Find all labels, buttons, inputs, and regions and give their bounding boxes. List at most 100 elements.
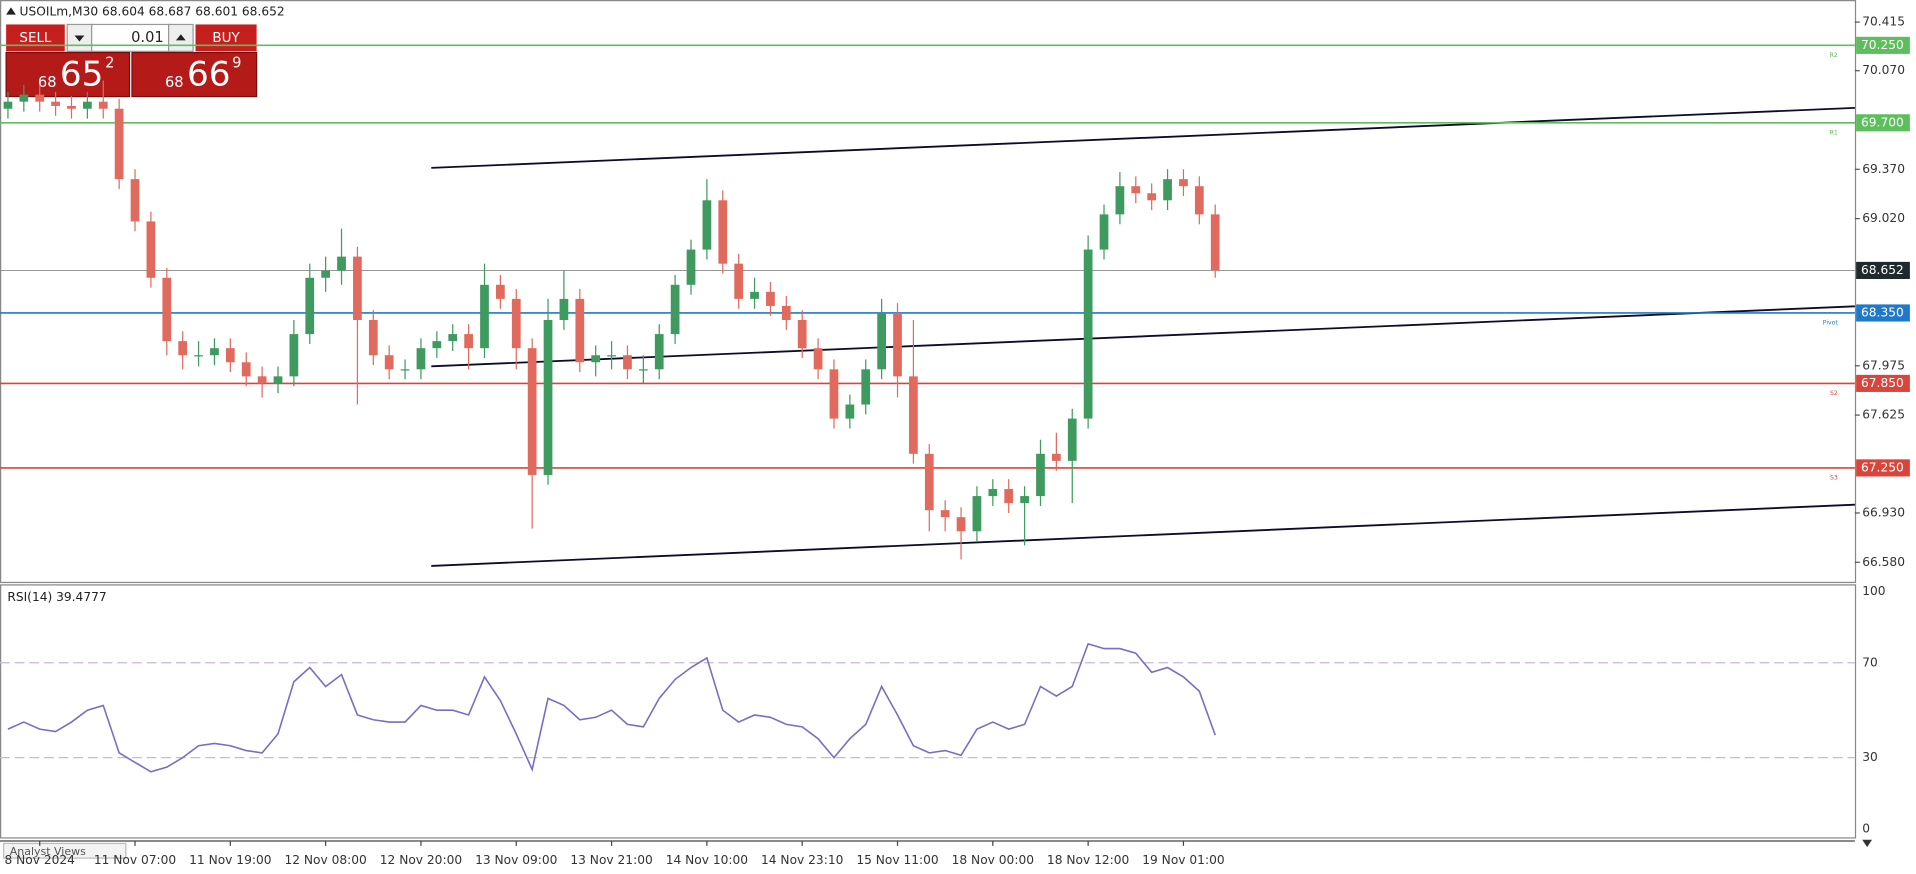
candle-body [1131, 186, 1141, 194]
sell-price-small: 68 [38, 74, 57, 91]
candle-body [146, 221, 156, 278]
candle-body [480, 284, 489, 349]
candle-body [527, 348, 537, 475]
y-tick-label: 100 [1862, 584, 1885, 598]
candle-body [19, 94, 29, 102]
candle-body [130, 179, 140, 222]
x-tick-label: 14 Nov 10:00 [666, 853, 748, 867]
buy-price-box[interactable] [131, 51, 258, 98]
candle-body [877, 312, 886, 370]
sell-price-box[interactable] [5, 51, 131, 98]
candle-body [1036, 453, 1045, 497]
x-tick-label: 11 Nov 07:00 [94, 853, 176, 867]
price-tag-label: 67.250 [1861, 460, 1904, 474]
candle-body [67, 105, 76, 109]
candle-body [305, 277, 315, 335]
candle-body [559, 298, 569, 321]
candle-body [1147, 193, 1157, 201]
footer-tab[interactable] [3, 842, 127, 859]
candle-body [114, 108, 124, 180]
price-tag [1856, 36, 1910, 54]
price-tag [1856, 459, 1910, 477]
panel-menu[interactable] [1862, 839, 1873, 848]
footer-tab-label: Analyst Views [10, 845, 86, 858]
x-tick-label: 13 Nov 09:00 [475, 853, 557, 867]
one-click-panel: SELL 0.01 BUY 68 65 2 68 66 9 [5, 23, 258, 98]
candle-body [1210, 214, 1220, 271]
candle-body [432, 341, 442, 349]
y-tick-label: 67.625 [1862, 408, 1905, 422]
candle-body [321, 270, 331, 278]
price-tag [1856, 374, 1910, 392]
candle-body [416, 348, 426, 370]
y-tick-label: 70.070 [1862, 63, 1905, 77]
candle-body [909, 376, 918, 454]
sell-price-sup: 2 [105, 55, 114, 72]
collapse-icon[interactable] [6, 7, 16, 15]
candle-body [1004, 489, 1014, 504]
candle-body [543, 320, 553, 475]
candle-body [368, 320, 378, 356]
buy-price-main: 66 [187, 54, 231, 94]
rsi-panel [0, 584, 1857, 839]
price-tag [1856, 114, 1910, 132]
volume-up[interactable] [168, 23, 194, 52]
x-tick-label: 18 Nov 00:00 [952, 853, 1034, 867]
candle-body [1179, 179, 1188, 187]
volume-value: 0.01 [131, 29, 164, 46]
candle-body [670, 284, 680, 335]
candle-body [1194, 186, 1204, 215]
x-tick-label: 12 Nov 08:00 [284, 853, 366, 867]
symbol-info: USOILm,M30 68.604 68.687 68.601 68.652 [20, 5, 285, 19]
x-tick-label: 14 Nov 23:10 [761, 853, 843, 867]
main-panel [0, 0, 1857, 584]
x-tick-label: 19 Nov 01:00 [1142, 853, 1224, 867]
sell-button[interactable] [6, 24, 65, 52]
candle-body [448, 334, 458, 342]
y-tick-label: 70.415 [1862, 15, 1905, 29]
candle-body [35, 94, 45, 102]
candle-body [575, 298, 585, 363]
candle-body [511, 298, 521, 349]
x-tick-label: 8 Nov 2024 [4, 853, 75, 867]
trendline [431, 503, 1855, 567]
candle-body [384, 355, 394, 370]
candle-body [654, 334, 664, 370]
level-name: R1 [1830, 130, 1838, 137]
candle-body [1115, 186, 1125, 215]
candle-body [1083, 249, 1093, 419]
candle-body [82, 101, 92, 109]
candle-body [3, 101, 13, 109]
y-tick-label: 0 [1862, 821, 1870, 835]
y-tick-label: 67.975 [1862, 358, 1905, 372]
rsi-line [7, 642, 1216, 773]
buy-label: BUY [212, 31, 240, 46]
level-name: Pivot [1823, 320, 1839, 327]
trendline [431, 305, 1855, 368]
x-tick-label: 18 Nov 12:00 [1047, 853, 1129, 867]
buy-price-small: 68 [165, 74, 184, 91]
candle-body [400, 369, 410, 371]
buy-button[interactable] [195, 24, 257, 52]
candle-body [956, 517, 966, 532]
sell-price-main: 65 [60, 54, 104, 94]
arrow-down [74, 35, 85, 42]
sell-label: SELL [19, 31, 52, 46]
candle-body [686, 249, 696, 285]
y-tick-label: 30 [1862, 750, 1878, 764]
candle-body [829, 369, 839, 419]
arrow-up [175, 34, 186, 41]
candle-body [1051, 453, 1061, 461]
candle-body [940, 510, 950, 518]
candle-body [781, 305, 791, 321]
candle-body [924, 453, 934, 511]
price-tag [1856, 261, 1910, 279]
candle-body [496, 284, 505, 299]
candle-body [225, 348, 235, 363]
level-name: S3 [1830, 475, 1838, 482]
candle-body [750, 291, 759, 299]
x-tick-label: 13 Nov 21:00 [570, 853, 652, 867]
candle-body [734, 263, 744, 299]
candle-body [241, 362, 251, 377]
